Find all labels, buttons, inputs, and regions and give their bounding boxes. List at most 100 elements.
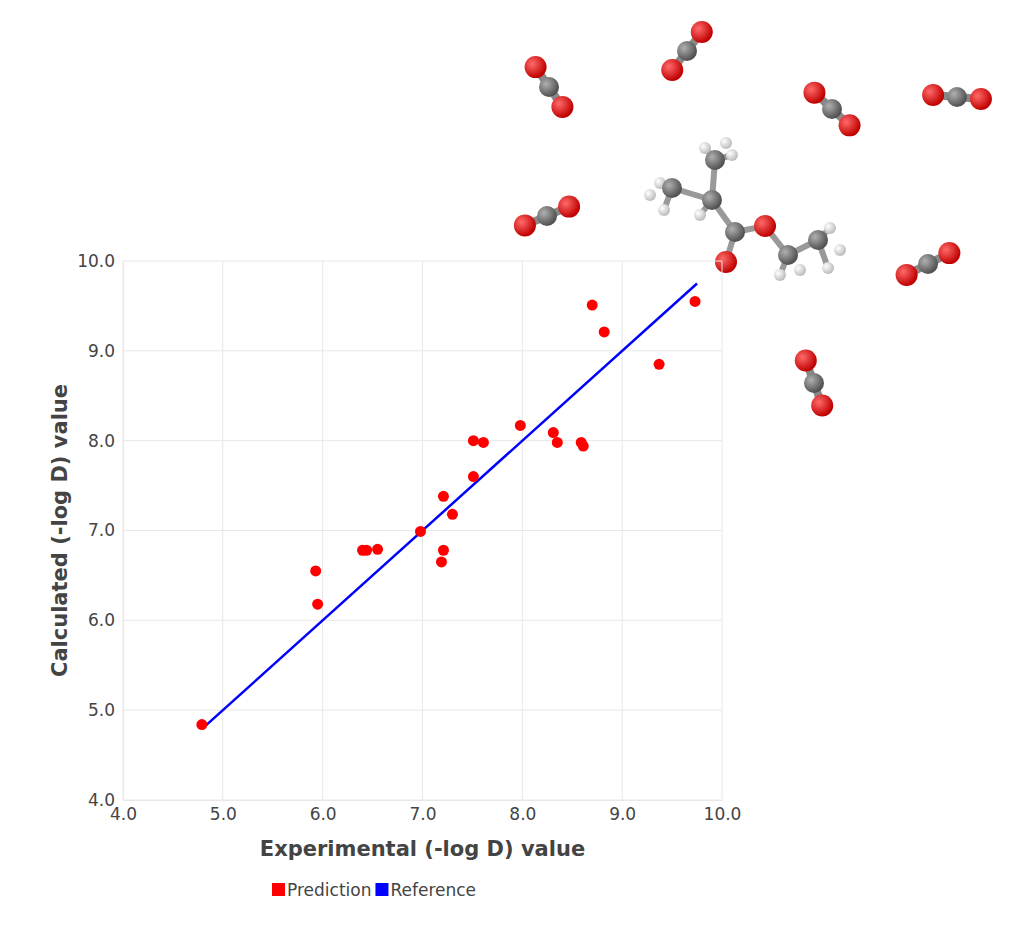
tick: 10.0 <box>704 800 742 824</box>
data-point <box>310 565 321 576</box>
atom <box>677 41 697 61</box>
tick-label: 6.0 <box>88 610 115 630</box>
x-axis-title: Experimental (-log D) value <box>260 837 585 861</box>
atom <box>725 222 745 242</box>
co2-molecule <box>896 242 961 286</box>
x-axis: 4.05.06.07.08.09.010.0 <box>110 800 741 824</box>
tick-label: 9.0 <box>88 341 115 361</box>
tick: 6.0 <box>88 610 123 630</box>
tick-label: 8.0 <box>88 431 115 451</box>
tick-label: 6.0 <box>310 804 337 824</box>
reference-line <box>203 283 697 728</box>
legend-swatch <box>375 883 388 896</box>
data-point <box>438 545 449 556</box>
atom <box>795 349 817 371</box>
atom <box>537 206 557 226</box>
legend-swatch <box>272 883 285 896</box>
data-point <box>436 556 447 567</box>
atom <box>705 150 725 170</box>
atom <box>918 254 938 274</box>
atom <box>662 178 682 198</box>
atom <box>839 114 861 136</box>
plot-area <box>196 283 700 730</box>
data-point <box>599 326 610 337</box>
data-point <box>438 491 449 502</box>
atom <box>694 209 706 221</box>
co2-molecule <box>803 82 860 137</box>
data-point <box>515 420 526 431</box>
atom <box>702 190 722 210</box>
data-point <box>548 427 559 438</box>
atom <box>558 196 580 218</box>
y-axis-title: Calculated (-log D) value <box>48 384 72 677</box>
grid <box>123 261 722 800</box>
decoration <box>514 21 992 416</box>
grid-line <box>123 261 722 262</box>
co2-molecule <box>525 56 574 118</box>
tick-label: 7.0 <box>409 804 436 824</box>
legend-label: Reference <box>390 880 476 900</box>
tick-label: 7.0 <box>88 520 115 540</box>
tick-label: 10.0 <box>704 804 742 824</box>
co2-molecule <box>922 84 992 110</box>
data-point <box>578 441 589 452</box>
data-point <box>312 599 323 610</box>
atom <box>658 204 670 216</box>
atom <box>822 99 842 119</box>
grid-line <box>123 710 722 711</box>
atom <box>922 84 944 106</box>
atom <box>794 264 806 276</box>
atom <box>804 373 824 393</box>
co2-molecule <box>514 196 580 237</box>
tick-label: 5.0 <box>88 700 115 720</box>
atom <box>774 269 786 281</box>
data-point <box>468 471 479 482</box>
atom <box>715 251 737 273</box>
atom <box>514 214 536 236</box>
tick-label: 8.0 <box>509 804 536 824</box>
data-point <box>361 545 372 556</box>
atom <box>822 262 834 274</box>
atom <box>644 189 656 201</box>
tick: 7.0 <box>88 520 123 540</box>
grid-line <box>123 261 124 800</box>
grid-line <box>123 350 722 351</box>
data-point <box>196 719 207 730</box>
grid-line <box>123 440 722 441</box>
axis-line <box>124 800 723 801</box>
data-point <box>587 300 598 311</box>
data-point <box>447 509 458 520</box>
data-point <box>415 526 426 537</box>
tick-label: 5.0 <box>210 804 237 824</box>
atom <box>754 215 776 237</box>
tick: 5.0 <box>210 800 237 824</box>
tick-label: 10.0 <box>77 251 115 271</box>
atom <box>726 149 738 161</box>
tick: 4.0 <box>88 790 123 810</box>
atom <box>947 87 967 107</box>
grid-line <box>123 800 722 801</box>
ester-molecule <box>644 137 846 281</box>
atom <box>896 264 918 286</box>
co2-molecule <box>795 349 833 416</box>
tick: 8.0 <box>509 800 536 824</box>
atom <box>691 21 713 43</box>
tick-label: 4.0 <box>88 790 115 810</box>
tick-label: 9.0 <box>609 804 636 824</box>
atom <box>811 395 833 417</box>
atom <box>824 222 836 234</box>
legend-label: Prediction <box>287 880 371 900</box>
atom <box>539 77 559 97</box>
tick: 5.0 <box>88 700 123 720</box>
data-point <box>372 544 383 555</box>
tick: 9.0 <box>88 341 123 361</box>
tick: 10.0 <box>77 251 123 271</box>
tick: 7.0 <box>409 800 436 824</box>
atom <box>661 59 683 81</box>
atom <box>970 88 992 110</box>
tick: 8.0 <box>88 431 123 451</box>
tick: 6.0 <box>310 800 337 824</box>
atom <box>525 56 547 78</box>
data-point <box>654 359 665 370</box>
data-point <box>468 435 479 446</box>
